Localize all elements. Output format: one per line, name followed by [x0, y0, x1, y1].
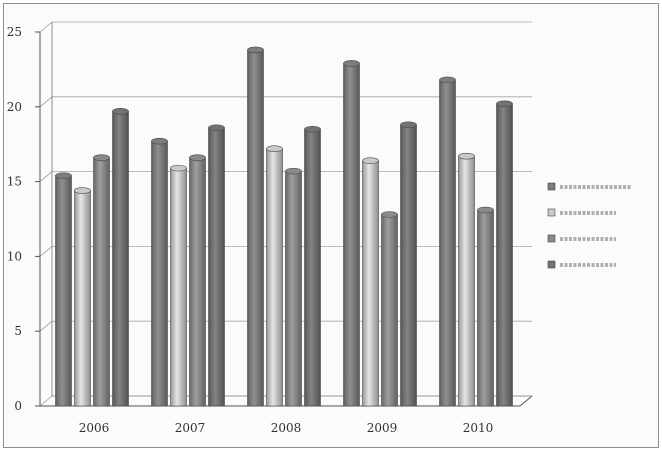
- y-axis-ticks: 0 5 10 15 20 25: [7, 25, 22, 413]
- bar-top: [343, 60, 360, 67]
- bar-top: [74, 187, 91, 194]
- bar-body: [400, 124, 417, 407]
- bar-body: [247, 49, 264, 407]
- bar-body: [74, 190, 91, 407]
- bar-top: [496, 100, 513, 108]
- bar-top: [285, 167, 302, 175]
- bar: [458, 152, 475, 407]
- bar-body: [362, 160, 379, 407]
- legend-swatch: [547, 208, 556, 217]
- x-tick-label: 2007: [175, 421, 206, 435]
- bar: [55, 172, 72, 407]
- x-tick-label: 2006: [79, 421, 110, 435]
- bar: [151, 137, 168, 407]
- bar: [381, 211, 398, 407]
- bar: [439, 76, 456, 407]
- bar-top: [439, 76, 456, 84]
- bar: [208, 124, 225, 407]
- legend-swatch: [547, 182, 556, 191]
- bar: [112, 107, 129, 407]
- bar: [477, 206, 494, 407]
- bar: [285, 167, 302, 407]
- bar-top: [247, 46, 264, 54]
- x-tick-label: 2008: [271, 421, 302, 435]
- bar: [74, 187, 91, 407]
- legend: [547, 182, 632, 269]
- bar-body: [151, 140, 168, 407]
- bar-top: [93, 154, 110, 161]
- bar-body: [93, 157, 110, 407]
- bar-top: [112, 107, 129, 115]
- y-tick-label: 0: [14, 399, 22, 413]
- gridline-depth: [39, 395, 53, 407]
- bar-body: [343, 63, 360, 407]
- bar-body: [458, 155, 475, 407]
- bar-top: [458, 152, 475, 160]
- gridline-depth: [39, 320, 53, 332]
- gridline-depth: [39, 96, 53, 108]
- y-tick-label: 10: [7, 249, 22, 263]
- x-tick-label: 2009: [367, 421, 398, 435]
- bar: [170, 164, 187, 407]
- bar: [496, 100, 513, 407]
- bar: [400, 121, 417, 407]
- bar-body: [189, 157, 206, 407]
- bar: [343, 60, 360, 407]
- x-axis-ticks: 2006 2007 2008 2009 2010: [79, 421, 494, 435]
- bar-top: [477, 206, 494, 214]
- bar-top: [304, 125, 321, 133]
- bar-body: [477, 209, 494, 407]
- bar: [247, 46, 264, 407]
- bar-top: [208, 124, 225, 132]
- bar-top: [266, 145, 283, 152]
- legend-swatch: [547, 260, 556, 269]
- bar-top: [381, 211, 398, 218]
- bar-top: [400, 121, 417, 129]
- bar-top: [170, 164, 187, 172]
- floor-edge: [519, 395, 533, 407]
- y-tick-label: 20: [7, 100, 22, 114]
- bar: [93, 154, 110, 407]
- bar-top: [189, 154, 206, 161]
- bar-body: [208, 127, 225, 407]
- gridline-depth: [39, 21, 53, 33]
- y-tick-label: 5: [14, 324, 22, 338]
- gridline-depth: [39, 171, 53, 182]
- bars: [55, 46, 513, 407]
- bar: [266, 145, 283, 407]
- bar-body: [304, 128, 321, 407]
- bar-body: [112, 110, 129, 407]
- x-tick-label: 2010: [463, 421, 494, 435]
- y-tick-label: 25: [7, 25, 22, 39]
- bar-body: [496, 103, 513, 407]
- y-tick-label: 15: [7, 175, 22, 189]
- bar: [304, 125, 321, 407]
- gridline-depth: [39, 246, 53, 257]
- bar-body: [55, 175, 72, 407]
- legend-swatch: [547, 234, 556, 243]
- bar-body: [170, 167, 187, 407]
- bar: [189, 154, 206, 407]
- bar-top: [362, 157, 379, 164]
- bar-body: [285, 170, 302, 407]
- bar-top: [151, 137, 168, 145]
- bar: [362, 157, 379, 407]
- bar-body: [439, 79, 456, 407]
- bar-body: [381, 214, 398, 407]
- bar-body: [266, 148, 283, 407]
- bar-top: [55, 172, 72, 179]
